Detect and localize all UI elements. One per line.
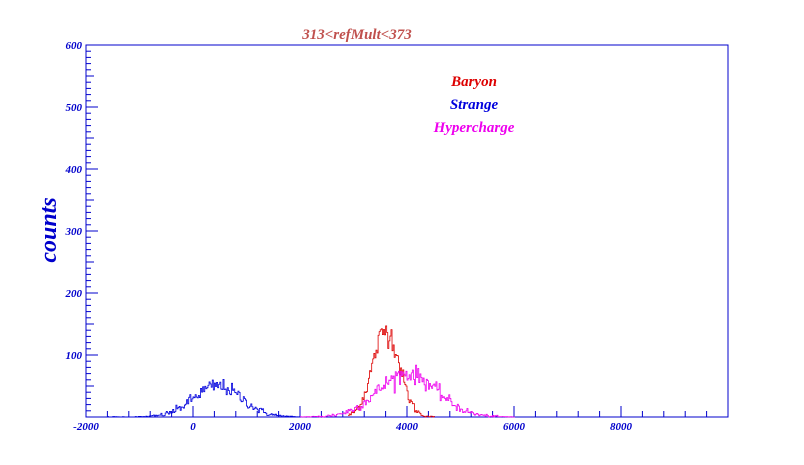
y-tick-label: 400 [65, 164, 83, 176]
legend-entry-strange: Strange [450, 97, 499, 113]
x-tick-label: 6000 [503, 421, 526, 433]
y-tick-label: 200 [65, 288, 83, 300]
chart-title: 313<refMult<373 [301, 27, 412, 43]
x-tick-label: 0 [190, 421, 196, 433]
x-tick-label: 8000 [610, 421, 633, 433]
series-strange [107, 378, 302, 418]
legend-entry-baryon: Baryon [450, 74, 497, 90]
series-baryon [348, 325, 435, 418]
series-hypercharge [300, 364, 516, 418]
y-axis-ticks: 100 200 300 400 500 600 [65, 40, 98, 418]
x-tick-label: -2000 [73, 421, 99, 433]
y-axis-label: counts [36, 197, 62, 262]
series-layer [107, 325, 516, 418]
legend: Baryon Strange Hypercharge [433, 74, 515, 136]
y-tick-label: 300 [65, 226, 83, 238]
x-tick-label: 2000 [288, 421, 312, 433]
y-tick-label: 600 [66, 40, 83, 52]
x-tick-label: 4000 [395, 421, 419, 433]
legend-entry-hypercharge: Hypercharge [433, 120, 515, 136]
y-tick-label: 100 [66, 350, 83, 362]
plot-frame [85, 44, 729, 418]
x-axis-ticks: -2000 0 2000 4000 6000 8000 [73, 406, 729, 433]
y-tick-label: 500 [66, 102, 83, 114]
